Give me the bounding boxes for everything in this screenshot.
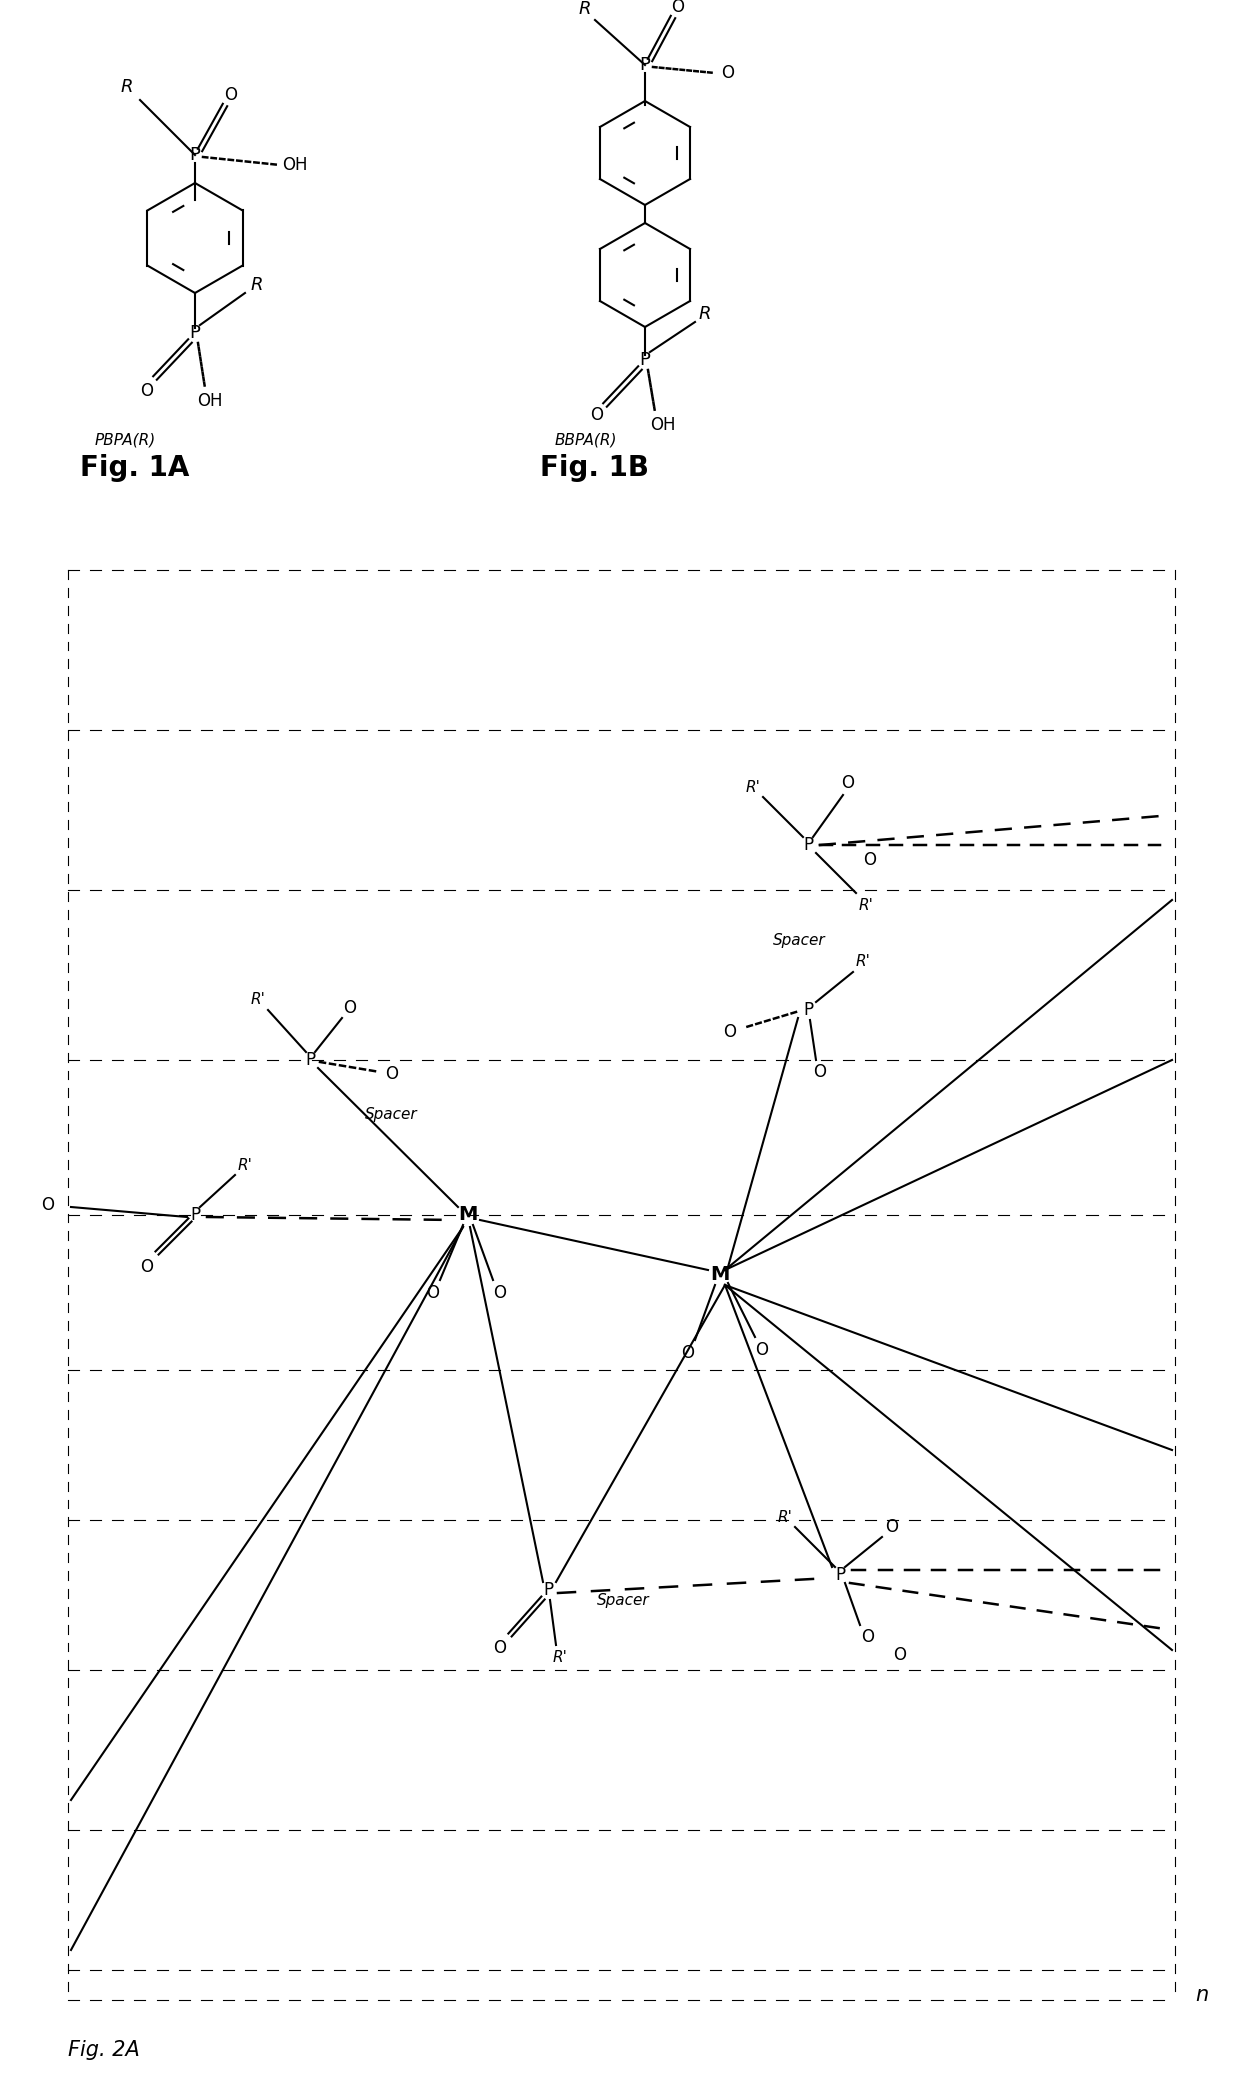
Text: O: O [343, 998, 357, 1017]
Text: Fig. 2A: Fig. 2A [68, 2040, 140, 2059]
Text: OH: OH [650, 415, 676, 434]
Text: OH: OH [283, 155, 308, 174]
Text: Spacer: Spacer [365, 1107, 418, 1122]
Text: O: O [842, 774, 854, 793]
Text: P: P [835, 1566, 846, 1583]
Text: O: O [494, 1283, 506, 1302]
Text: n: n [1195, 1986, 1208, 2005]
Text: O: O [494, 1640, 506, 1657]
Text: P: P [640, 57, 651, 73]
Text: P: P [190, 325, 201, 342]
Text: O: O [672, 0, 684, 17]
Text: R': R' [858, 898, 873, 912]
Text: O: O [140, 382, 154, 401]
Text: O: O [224, 86, 238, 105]
Text: O: O [41, 1195, 55, 1214]
Text: R': R' [238, 1158, 253, 1172]
Text: PBPA(R): PBPA(R) [95, 432, 156, 447]
Text: O: O [682, 1344, 694, 1361]
Text: O: O [427, 1283, 439, 1302]
Text: P: P [305, 1051, 315, 1069]
Text: R': R' [553, 1650, 568, 1665]
Text: R: R [699, 304, 712, 323]
Text: P: P [190, 147, 201, 164]
Text: Spacer: Spacer [773, 933, 826, 948]
Text: P: P [190, 1206, 200, 1225]
Text: Fig. 1A: Fig. 1A [81, 453, 190, 482]
Text: R': R' [250, 992, 265, 1007]
Text: P: P [543, 1581, 553, 1600]
Text: O: O [755, 1340, 769, 1359]
Text: R: R [120, 78, 133, 96]
Text: M: M [459, 1206, 477, 1225]
Text: BBPA(R): BBPA(R) [556, 432, 618, 447]
Text: O: O [862, 1627, 874, 1646]
Text: P: P [640, 350, 651, 369]
Text: O: O [863, 851, 877, 868]
Text: Spacer: Spacer [596, 1592, 650, 1608]
Text: O: O [885, 1518, 899, 1535]
Text: Fig. 1B: Fig. 1B [539, 453, 649, 482]
Text: R: R [250, 277, 263, 294]
Text: O: O [140, 1258, 154, 1275]
Text: O: O [813, 1063, 827, 1080]
Text: P: P [804, 1000, 813, 1019]
Text: OH: OH [197, 392, 223, 411]
Text: O: O [722, 65, 734, 82]
Text: R': R' [856, 954, 870, 969]
Text: O: O [386, 1065, 398, 1082]
Text: O: O [723, 1023, 737, 1040]
Text: R: R [579, 0, 591, 19]
Text: R': R' [777, 1510, 792, 1525]
Text: P: P [804, 837, 813, 853]
Text: M: M [711, 1264, 729, 1285]
Text: O: O [894, 1646, 906, 1665]
Text: R': R' [745, 780, 760, 795]
Text: O: O [590, 407, 604, 424]
